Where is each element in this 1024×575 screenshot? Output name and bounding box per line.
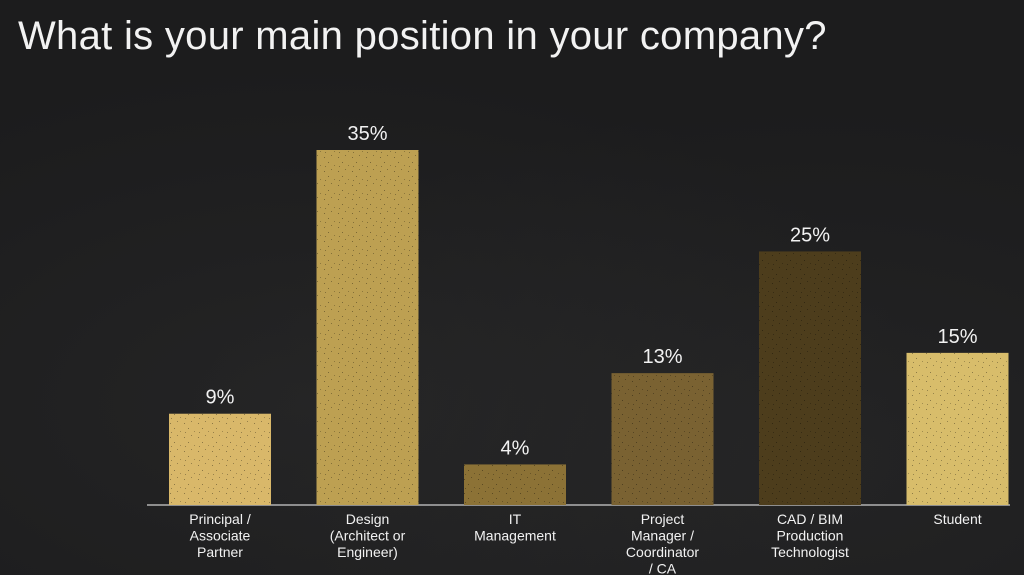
bar-value-label: 15% [937,326,977,348]
category-tick-label: Project Manager / Coordinator / CA [626,511,699,575]
category-tick-label-line: IT [509,511,522,527]
bar-value-label: 4% [501,437,530,459]
category-tick-label-line: Management [474,528,556,544]
category-tick-label-line: Student [933,511,981,527]
category-tick-label-line: Production [777,528,844,544]
bar-value-label: 9% [206,387,235,409]
category-tick-label-line: Principal / [189,511,251,527]
category-tick-label-line: (Architect or [330,528,406,544]
category-tick-label-line: Engineer) [337,544,398,560]
category-tick-label-line: Associate [190,528,251,544]
category-tick-label: Design (Architect or Engineer) [330,511,406,560]
category-tick-label-line: Design [346,511,390,527]
category-tick-label: CAD / BIM Production Technologist [771,511,849,560]
category-tick-label-line: Project [641,511,685,527]
category-tick-label-line: CAD / BIM [777,511,843,527]
bar-texture [464,464,566,505]
bar-group: 13% Project Manager / Coordinator / CA [611,346,714,575]
bar-value-label: 25% [790,224,830,246]
bar-texture [611,373,714,505]
bar-group: 4% IT Management [464,437,566,544]
category-tick-label-line: Manager / [631,528,694,544]
bar-texture [906,352,1009,505]
bar-group: 25% CAD / BIM Production Technologist [759,224,861,560]
bar-texture [316,150,419,505]
category-tick-label: Student [933,511,981,527]
category-tick-label: Principal / Associate Partner [189,511,251,560]
bar-group: 35% Design (Architect or Engineer) [316,123,419,560]
category-tick-label-line: Technologist [771,544,849,560]
category-tick-label: IT Management [474,511,556,544]
bar-texture [759,251,861,505]
bar-group: 9% Principal / Associate Partner [169,387,271,560]
bar-value-label: 13% [642,346,682,368]
chart-title: What is your main position in your compa… [18,14,827,58]
category-tick-label-line: / CA [649,561,677,575]
bar-group: 15% Student [906,326,1009,527]
category-tick-label-line: Partner [197,544,243,560]
bar-value-label: 35% [347,123,387,145]
bar-texture [169,413,271,505]
category-tick-label-line: Coordinator [626,544,699,560]
